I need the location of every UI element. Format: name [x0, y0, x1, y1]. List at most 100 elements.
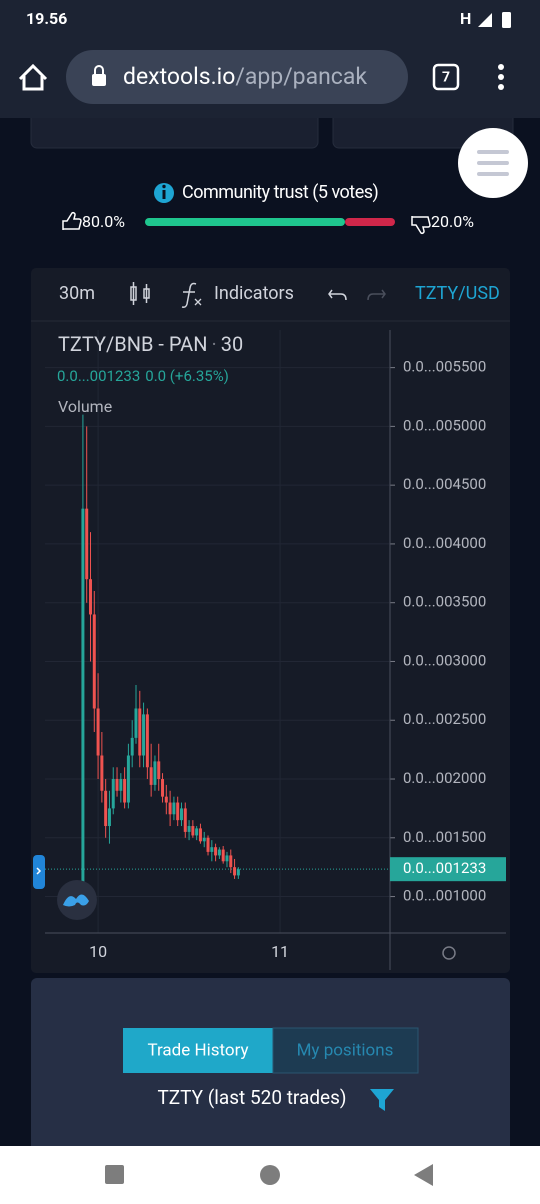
candle-body [236, 869, 240, 876]
candle-body [107, 808, 111, 827]
candle-body [168, 802, 172, 815]
signal-icon [478, 13, 492, 27]
candle-body [123, 779, 127, 803]
x-tick-label: 11 [271, 942, 289, 961]
candle-body [176, 802, 180, 821]
home-button[interactable] [18, 63, 48, 91]
candle-body [100, 755, 104, 791]
candle-body [126, 755, 130, 803]
candle-body [183, 808, 187, 832]
price-change: 0.0 (+6.35%) [145, 367, 229, 385]
trust-label: Community trust (5 votes) [182, 182, 378, 203]
trade-history-tab[interactable] [123, 1028, 273, 1073]
fab-menu-icon [477, 150, 509, 176]
info-icon-stem [162, 190, 166, 199]
candle-body [115, 779, 119, 791]
last-price-label: 0.0...001233 [403, 859, 486, 877]
status-bar [0, 0, 540, 40]
candle-body [229, 855, 233, 868]
nav-back[interactable] [414, 1164, 433, 1186]
status-network: H [460, 9, 471, 28]
last-price-box [390, 857, 506, 882]
my-positions-label: My positions [297, 1040, 394, 1060]
chart-symbol: TZTY/BNB - PAN [58, 332, 208, 356]
tabs-count: 7 [442, 70, 450, 86]
candle-body [88, 579, 92, 615]
candle-body [202, 837, 206, 842]
y-tick-label: 0.0...005000 [403, 416, 486, 434]
candle-body [179, 808, 183, 821]
price-info: 0.0...001233 0.0 (+6.35%) [57, 367, 229, 385]
candle-body [195, 828, 199, 836]
candle-type-button[interactable] [130, 282, 150, 305]
lock-icon [92, 74, 106, 86]
candle-body [138, 708, 142, 756]
candle-body [161, 779, 165, 797]
y-tick-label: 0.0...004000 [403, 534, 486, 552]
y-tick-label: 0.0...004500 [403, 475, 486, 493]
candle-body [198, 828, 202, 842]
title-dot: · [212, 332, 217, 356]
info-icon-dot [162, 184, 166, 189]
price-value: 0.0...001233 [57, 367, 140, 385]
y-tick-label: 0.0...002000 [403, 769, 486, 787]
candle-body [145, 714, 149, 768]
url-bar[interactable] [66, 50, 408, 104]
x-tick-label: 10 [89, 942, 107, 961]
undo-button[interactable] [328, 289, 347, 301]
trade-subtitle: TZTY (last 520 trades) [157, 1086, 346, 1109]
y-tick-label: 0.0...001500 [403, 828, 486, 846]
indicators-icon [181, 282, 197, 308]
candle-body [130, 737, 134, 756]
trust-down: 20.0% [431, 212, 474, 231]
my-positions-tab[interactable] [272, 1027, 419, 1074]
candle-body [153, 761, 157, 785]
status-time: 19.56 [26, 9, 67, 28]
candle-body [210, 847, 214, 852]
candle-body [96, 708, 100, 756]
indicators-icon-x [194, 298, 202, 306]
trust-up-bar [145, 218, 345, 226]
nav-recents[interactable] [105, 1165, 124, 1184]
nav-home[interactable] [260, 1165, 280, 1185]
logo-icon [63, 894, 89, 907]
candle-body [214, 847, 218, 856]
candle-body [134, 708, 138, 738]
trade-history-label: Trade History [147, 1040, 248, 1060]
url-text: dextools.io/app/pancak [123, 63, 367, 90]
candle-body [142, 714, 146, 756]
redo-button[interactable] [367, 289, 386, 301]
chart-interval: 30 [221, 332, 243, 356]
candle-body [164, 796, 168, 803]
trust-down-bar [345, 218, 395, 226]
indicators-button[interactable]: Indicators [214, 283, 294, 304]
candle-body [172, 802, 176, 815]
candle-body [92, 614, 96, 709]
candle-body [104, 790, 108, 827]
candle-body [206, 837, 210, 852]
y-tick-label: 0.0...001000 [403, 887, 486, 905]
candle-body [221, 849, 225, 862]
candle-body [149, 767, 153, 785]
pair-button[interactable]: TZTY/USD [415, 283, 500, 304]
y-tick-label: 0.0...005500 [403, 358, 486, 376]
lock-shackle [94, 65, 104, 74]
candle-body [191, 826, 195, 836]
candle-body [217, 849, 221, 856]
y-tick-label: 0.0...003000 [403, 651, 486, 669]
settings-button[interactable] [442, 946, 456, 960]
volume-label: Volume [58, 397, 112, 416]
menu-button[interactable] [498, 64, 504, 90]
candle-body [81, 508, 85, 885]
interval-button[interactable]: 30m [59, 283, 95, 304]
filter-button[interactable] [370, 1089, 394, 1111]
side-toggle-icon [36, 867, 42, 875]
tabs-button[interactable] [432, 63, 460, 91]
url-domain: dextools.io [123, 63, 235, 90]
chart-title: TZTY/BNB - PAN · 30 [58, 332, 243, 356]
trust-up: 80.0% [82, 212, 125, 231]
candle-body [187, 826, 191, 832]
y-tick-label: 0.0...003500 [403, 593, 486, 611]
candle-body [85, 508, 89, 580]
